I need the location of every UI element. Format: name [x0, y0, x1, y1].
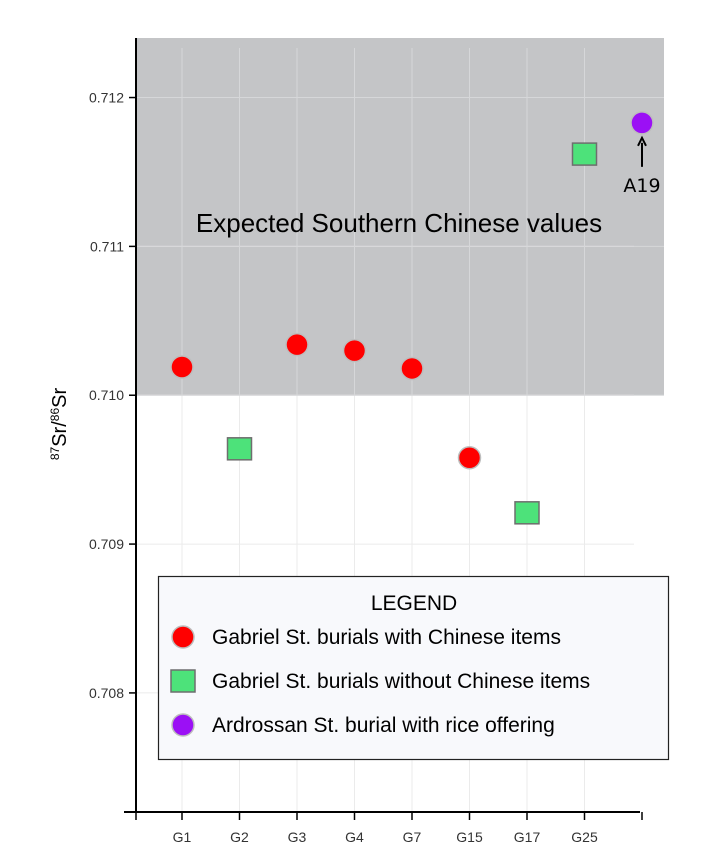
legend-marker-circle: [171, 625, 195, 649]
y-tick-label: 0.709: [89, 536, 124, 552]
data-point-square: [226, 437, 253, 461]
y-tick-label: 0.711: [90, 238, 124, 254]
points-layer: [170, 111, 654, 525]
data-point-circle: [457, 445, 482, 470]
data-point-circle: [285, 332, 309, 357]
y-axis-label-base2: Sr: [49, 388, 71, 408]
axes-layer: 0.708 0.709 0.710 0.711 0.712 G1 G2 G3 G4 G7 G15 G1…: [89, 38, 643, 845]
x-tick-label: G25: [571, 829, 598, 845]
y-tick-label: 0.710: [89, 387, 124, 403]
y-axis-label: 87Sr/86Sr: [48, 388, 71, 461]
band-label: Expected Southern Chinese values: [196, 208, 602, 238]
x-tick-label: G1: [173, 829, 192, 845]
data-point-circle: [342, 338, 367, 363]
legend-entry-label: Gabriel St. burials without Chinese item…: [212, 670, 590, 693]
legend: LEGEND Gabriel St. burials with Chinese i…: [157, 575, 670, 761]
y-axis-label-base1: Sr/: [49, 421, 71, 447]
legend-marker-circle: [171, 713, 195, 737]
x-tick-label: G3: [288, 829, 307, 845]
x-tick-label: G2: [230, 829, 249, 845]
annotation-label: A19: [623, 175, 660, 197]
x-tick-label: G15: [456, 829, 483, 845]
legend-title: LEGEND: [371, 592, 457, 615]
y-tick-label: 0.708: [89, 685, 124, 701]
data-point-circle: [170, 355, 194, 379]
data-point-square: [571, 142, 598, 166]
legend-entry-label: Gabriel St. burials with Chinese items: [212, 626, 561, 649]
legend-marker-square: [170, 669, 196, 693]
x-tick-label: G17: [514, 829, 541, 845]
y-tick-label: 0.712: [89, 90, 124, 106]
legend-entry-label: Ardrossan St. burial with rice offering: [212, 714, 555, 737]
data-point-square: [514, 501, 540, 525]
legend-box: [157, 575, 670, 761]
y-axis-label-sup1: 87: [48, 446, 62, 460]
annotation-arrow-head: [637, 135, 647, 147]
x-tick-label: G7: [403, 829, 422, 845]
x-tick-label: G4: [345, 829, 364, 845]
data-point-circle: [630, 111, 654, 135]
annotation-layer: A19: [623, 135, 661, 197]
y-axis-label-sup2: 86: [48, 408, 62, 422]
data-point-circle: [400, 356, 424, 381]
